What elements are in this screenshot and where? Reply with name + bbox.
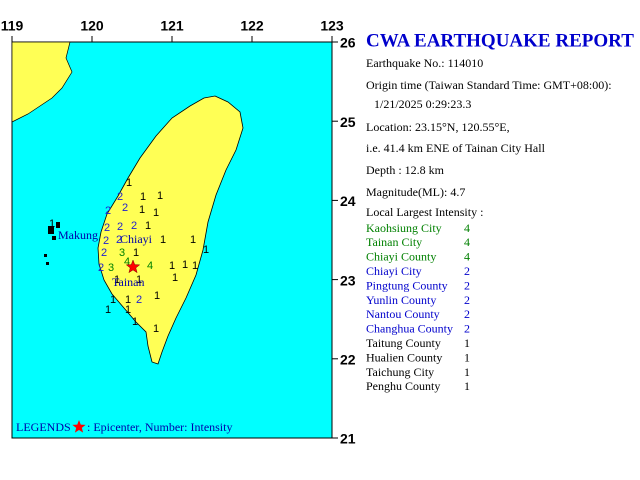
station-intensity: 3 xyxy=(119,247,125,259)
station-intensity: 1 xyxy=(49,218,55,230)
station-intensity: 1 xyxy=(172,272,178,284)
report-line: i.e. 41.4 km ENE of Tainan City Hall xyxy=(366,141,546,155)
station-intensity: 1 xyxy=(160,234,166,246)
place-label: Tainan xyxy=(112,275,144,289)
report-line: Location: 23.15°N, 120.55°E, xyxy=(366,120,510,134)
legend-star xyxy=(72,420,86,433)
intensity-name: Changhua County xyxy=(366,322,453,336)
lat-tick-label: 24 xyxy=(340,193,356,209)
lon-tick-label: 121 xyxy=(160,18,184,34)
station-intensity: 1 xyxy=(125,304,131,316)
intensity-value: 1 xyxy=(464,336,470,350)
taiwan-island xyxy=(97,95,244,365)
station-intensity: 1 xyxy=(190,234,196,246)
place-label: Chiayi xyxy=(120,232,153,246)
epicenter xyxy=(125,259,141,274)
intensity-name: Hualien County xyxy=(366,350,442,364)
penghu-islands xyxy=(44,222,60,265)
intensity-value: 2 xyxy=(464,322,470,336)
station-intensity: 2 xyxy=(101,247,107,259)
station-intensity: 2 xyxy=(103,235,109,247)
intensity-name: Penghu County xyxy=(366,379,440,393)
station-intensity: 1 xyxy=(153,207,159,219)
station-intensity: 1 xyxy=(182,259,188,271)
station-intensity: 2 xyxy=(116,234,122,246)
station-intensity: 1 xyxy=(125,294,131,306)
intensity-value: 2 xyxy=(464,307,470,321)
report-line: Local Largest Intensity : xyxy=(366,205,483,219)
station-intensity: 1 xyxy=(153,323,159,335)
lat-tick-label: 23 xyxy=(340,272,356,288)
station-intensity: 1 xyxy=(203,244,209,256)
intensity-name: Taichung City xyxy=(366,365,434,379)
intensity-name: Kaohsiung City xyxy=(366,221,442,235)
intensity-value: 2 xyxy=(464,293,470,307)
intensity-value: 1 xyxy=(464,379,470,393)
report-line: 1/21/2025 0:29:23.3 xyxy=(374,97,471,111)
station-intensity: 4 xyxy=(147,260,153,272)
station-intensity: 2 xyxy=(122,202,128,214)
station-intensity: 2 xyxy=(131,220,137,232)
intensity-name: Taitung County xyxy=(366,336,441,350)
lon-tick-label: 123 xyxy=(320,18,344,34)
lon-tick-label: 119 xyxy=(1,18,24,34)
intensity-value: 2 xyxy=(464,278,470,292)
station-intensity: 1 xyxy=(110,294,116,306)
intensity-value: 1 xyxy=(464,350,470,364)
station-intensity: 1 xyxy=(192,260,198,272)
station-intensity: 3 xyxy=(108,262,114,274)
intensity-name: Pingtung County xyxy=(366,278,448,292)
station-intensity: 1 xyxy=(114,274,120,286)
intensity-name: Nantou County xyxy=(366,307,440,321)
station-intensity: 2 xyxy=(104,222,110,234)
station-intensity: 1 xyxy=(132,316,138,328)
lat-tick-label: 22 xyxy=(340,352,356,368)
station-intensity: 2 xyxy=(98,262,104,274)
station-intensity: 4 xyxy=(124,256,130,268)
legend-text: : Epicenter, Number: Intensity xyxy=(87,420,232,434)
intensity-value: 2 xyxy=(464,264,470,278)
report-line: Earthquake No.: 114010 xyxy=(366,56,483,70)
station-intensity: 1 xyxy=(139,204,145,216)
intensity-value: 4 xyxy=(464,235,470,249)
report-line: Origin time (Taiwan Standard Time: GMT+0… xyxy=(366,78,612,92)
place-label: Makung xyxy=(58,228,98,242)
legend-label: LEGENDS xyxy=(16,420,71,434)
station-intensity: 1 xyxy=(133,247,139,259)
report-line: Depth : 12.8 km xyxy=(366,163,445,177)
intensity-value: 4 xyxy=(464,250,470,264)
station-intensity: 2 xyxy=(117,221,123,233)
report-line: Magnitude(ML): 4.7 xyxy=(366,185,465,199)
station-intensity: 2 xyxy=(136,294,142,306)
lat-tick-label: 21 xyxy=(340,431,356,447)
report-title: CWA EARTHQUAKE REPORT xyxy=(366,30,634,51)
station-intensity: 1 xyxy=(154,290,160,302)
station-intensity: 1 xyxy=(126,177,132,189)
intensity-name: Chiayi County xyxy=(366,250,436,264)
intensity-name: Yunlin County xyxy=(366,293,436,307)
intensity-value: 4 xyxy=(464,221,470,235)
intensity-name: Tainan City xyxy=(366,235,422,249)
station-intensity: 2 xyxy=(117,191,123,203)
station-intensity: 1 xyxy=(140,191,146,203)
intensity-name: Chiayi City xyxy=(366,264,422,278)
station-intensity: 1 xyxy=(145,220,151,232)
lat-tick-label: 25 xyxy=(340,114,356,130)
lon-tick-label: 122 xyxy=(240,18,264,34)
intensity-value: 1 xyxy=(464,365,470,379)
station-intensity: 2 xyxy=(105,205,111,217)
lon-tick-label: 120 xyxy=(80,18,104,34)
station-intensity: 1 xyxy=(169,260,175,272)
station-intensity: 1 xyxy=(157,190,163,202)
lat-tick-label: 26 xyxy=(340,35,356,51)
station-intensity: 1 xyxy=(105,304,111,316)
mainland-coast xyxy=(11,41,73,123)
station-intensity: 1 xyxy=(136,274,142,286)
